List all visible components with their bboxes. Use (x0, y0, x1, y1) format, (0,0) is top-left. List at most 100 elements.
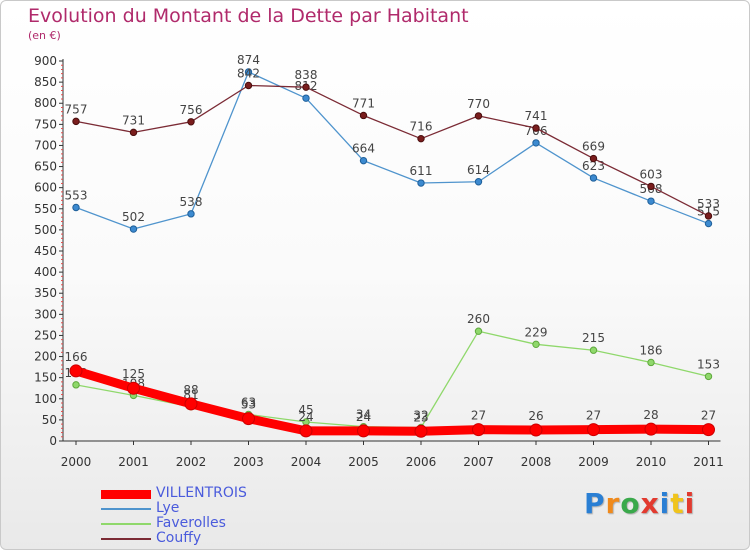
series-line-faverolles (75, 330, 710, 429)
y-tick-label: 300 (34, 307, 57, 321)
data-point-couffy (532, 124, 540, 132)
legend-label: Couffy (156, 530, 202, 546)
data-label-couffy: 741 (525, 109, 548, 123)
data-point-lye (647, 197, 655, 205)
data-point-villentrois (644, 422, 658, 436)
data-point-faverolles (474, 327, 483, 335)
data-label-couffy: 838 (295, 68, 318, 82)
x-tick-label: 2006 (406, 455, 437, 469)
data-point-lye (589, 174, 598, 182)
data-point-faverolles (72, 381, 80, 389)
data-point-couffy (187, 118, 195, 126)
data-point-villentrois (587, 423, 600, 437)
data-label-villentrois: 88 (183, 383, 198, 397)
data-label-faverolles: 260 (467, 312, 490, 326)
data-point-lye (532, 139, 540, 147)
data-point-villentrois (127, 381, 140, 395)
data-point-faverolles (589, 346, 598, 354)
data-point-villentrois (472, 423, 485, 437)
chart-subtitle: (en €) (28, 29, 61, 42)
y-tick-label: 50 (42, 413, 57, 427)
data-point-lye (704, 219, 713, 228)
data-point-couffy (129, 128, 138, 137)
data-label-couffy: 770 (467, 97, 490, 111)
data-label-couffy: 533 (697, 197, 720, 211)
x-tick-label: 2009 (578, 455, 609, 469)
legend-label: Faverolles (156, 515, 226, 531)
data-point-lye (129, 225, 138, 233)
y-tick-label: 750 (34, 117, 57, 131)
x-tick-label: 2000 (61, 455, 92, 469)
data-label-lye: 874 (237, 53, 260, 67)
data-label-villentrois: 23 (413, 410, 428, 424)
x-tick-label: 2007 (463, 455, 494, 469)
data-point-couffy (359, 111, 368, 120)
x-tick-label: 2003 (233, 455, 264, 469)
data-label-villentrois: 166 (65, 350, 88, 364)
proxiti-logo: Proxiti (584, 487, 695, 520)
logo-letter: P (584, 487, 606, 520)
data-label-couffy: 716 (410, 120, 433, 134)
logo-letter: o (620, 487, 641, 520)
y-tick-label: 450 (34, 244, 57, 258)
y-tick-label: 600 (34, 181, 57, 195)
data-label-villentrois: 26 (528, 409, 543, 423)
series-line-villentrois (71, 366, 713, 436)
data-point-couffy (589, 154, 598, 163)
y-tick-label: 850 (34, 75, 57, 89)
data-point-villentrois (242, 412, 255, 426)
data-label-villentrois: 24 (298, 410, 313, 424)
x-tick-label: 2002 (176, 455, 207, 469)
data-point-couffy (704, 212, 713, 220)
data-label-villentrois: 24 (356, 410, 371, 424)
data-label-villentrois: 27 (471, 409, 486, 423)
y-tick-label: 650 (34, 160, 57, 174)
data-label-couffy: 842 (237, 66, 260, 80)
data-label-couffy: 669 (582, 140, 605, 154)
y-tick-label: 100 (34, 392, 57, 406)
data-point-villentrois (357, 424, 370, 438)
logo-letter: r (605, 487, 621, 520)
data-label-lye: 664 (352, 142, 375, 156)
data-point-couffy (417, 134, 425, 143)
legend-swatch (101, 508, 151, 510)
data-point-lye (359, 156, 368, 165)
y-tick-label: 400 (34, 265, 57, 279)
y-tick-label: 350 (34, 286, 57, 300)
x-tick-label: 2011 (693, 455, 724, 469)
data-point-couffy (72, 117, 80, 126)
data-point-villentrois (702, 423, 715, 437)
data-label-lye: 611 (410, 164, 433, 178)
logo-letter: i (659, 487, 671, 520)
data-label-villentrois: 125 (122, 367, 145, 381)
data-point-villentrois (299, 424, 313, 438)
data-label-villentrois: 28 (643, 408, 658, 422)
data-label-lye: 553 (65, 189, 88, 203)
y-tick-label: 250 (34, 328, 57, 342)
data-label-couffy: 756 (180, 103, 203, 117)
data-label-faverolles: 229 (525, 325, 548, 339)
data-label-faverolles: 186 (640, 343, 663, 357)
data-point-villentrois (69, 364, 83, 378)
data-point-lye (244, 68, 253, 76)
series-line-lye (75, 71, 710, 230)
x-tick-label: 2010 (636, 455, 667, 469)
legend-label: VILLENTROIS (156, 485, 247, 501)
data-point-lye (474, 178, 483, 186)
data-point-villentrois (184, 397, 198, 411)
logo-letter: x (640, 487, 660, 520)
data-point-faverolles (532, 340, 540, 349)
x-tick-label: 2005 (348, 455, 379, 469)
x-tick-label: 2004 (291, 455, 322, 469)
data-label-lye: 623 (582, 159, 605, 173)
x-tick-label: 2008 (521, 455, 552, 469)
data-point-couffy (647, 182, 655, 191)
chart-title: Evolution du Montant de la Dette par Hab… (28, 5, 469, 27)
data-point-villentrois (414, 424, 428, 438)
y-tick-label: 900 (34, 54, 57, 68)
data-label-faverolles: 34 (356, 408, 371, 422)
data-label-faverolles: 153 (697, 357, 720, 371)
y-tick-label: 0 (49, 434, 57, 448)
